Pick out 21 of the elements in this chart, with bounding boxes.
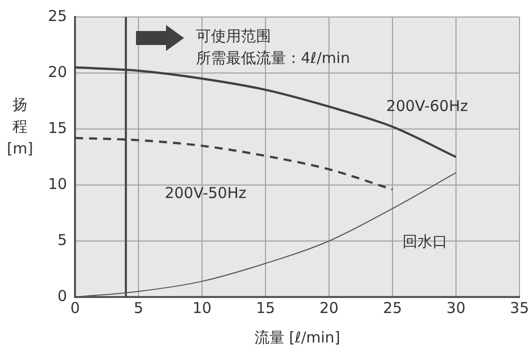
x-axis-title: 流量 [ℓ/min] xyxy=(254,328,340,346)
x-tick-label: 15 xyxy=(256,298,276,317)
x-tick-label: 20 xyxy=(319,298,339,317)
y-axis-title: 扬程 [m] xyxy=(6,95,34,158)
x-tick-label: 30 xyxy=(446,298,466,317)
y-tick-label: 0 xyxy=(58,286,68,305)
y-tick-label: 15 xyxy=(48,118,68,137)
series-label: 200V-60Hz xyxy=(386,96,468,115)
annotation: 可使用范围 xyxy=(196,26,271,45)
series-label: 回水口 xyxy=(402,232,448,250)
y-tick-label: 20 xyxy=(48,62,68,81)
text: 200V-50Hz xyxy=(164,184,246,202)
x-tick-label: 5 xyxy=(134,298,144,317)
x-tick-label: 25 xyxy=(382,298,402,317)
x-tick-label: 10 xyxy=(192,298,212,317)
y-tick-label: 5 xyxy=(58,230,68,249)
annotation: 所需最低流量：4ℓ/min xyxy=(196,48,350,67)
x-tick-label: 0 xyxy=(70,298,80,317)
y-tick-label: 10 xyxy=(48,174,68,193)
y-tick-label: 25 xyxy=(48,6,68,25)
x-tick-label: 35 xyxy=(510,298,530,317)
